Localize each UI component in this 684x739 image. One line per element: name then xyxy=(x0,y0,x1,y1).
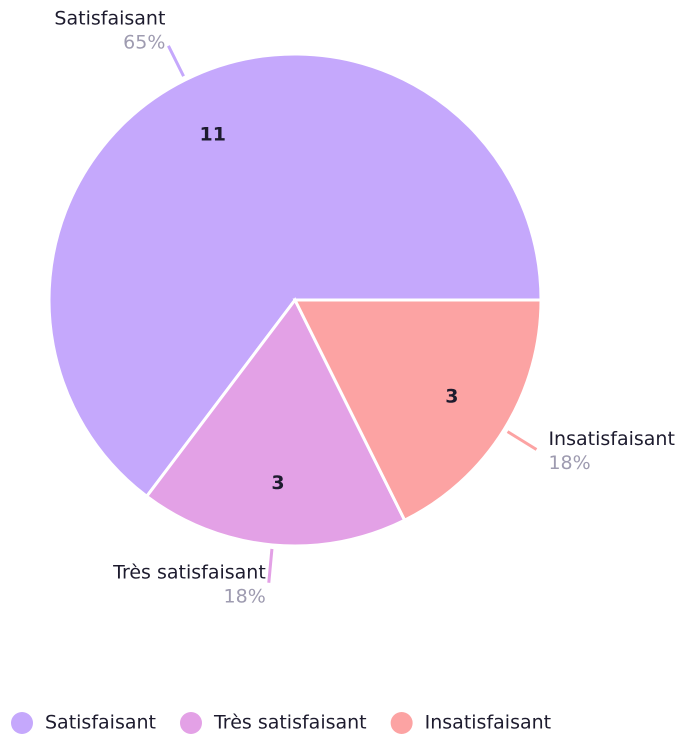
legend-swatch xyxy=(390,712,413,734)
legend-label: Insatisfaisant xyxy=(425,712,551,734)
slice-percent-label: 18% xyxy=(548,452,590,474)
pie-slice xyxy=(144,297,407,548)
leader-line xyxy=(506,430,538,451)
legend-swatch xyxy=(179,712,202,734)
leader-line xyxy=(167,45,185,77)
slice-value-label: 3 xyxy=(445,386,458,408)
slice-value-label: 3 xyxy=(271,472,284,494)
slice-name-label: Très satisfaisant xyxy=(112,561,266,583)
legend-swatch xyxy=(11,712,33,734)
legend-label: Très satisfaisant xyxy=(213,712,367,734)
leader-line xyxy=(267,548,274,583)
slice-percent-label: 18% xyxy=(224,585,266,607)
legend-label: Satisfaisant xyxy=(45,712,156,734)
slice-value-label: 11 xyxy=(200,123,226,145)
pie-slice xyxy=(292,298,543,523)
slice-name-label: Satisfaisant xyxy=(54,7,165,29)
slice-percent-label: 65% xyxy=(123,31,165,53)
pie-slice xyxy=(47,52,543,499)
slice-name-label: Insatisfaisant xyxy=(548,428,674,450)
